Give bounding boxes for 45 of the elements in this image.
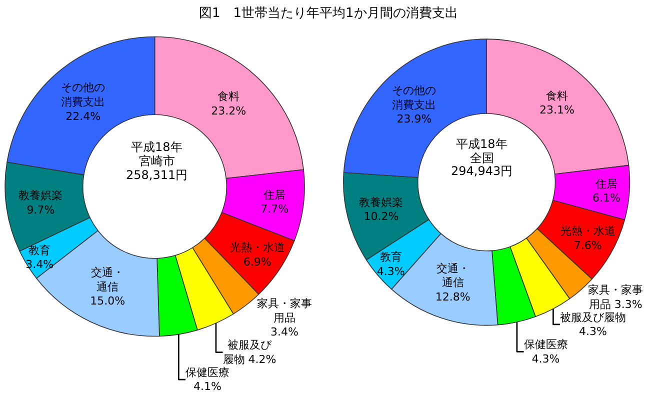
text: 258,311円 [126,168,188,182]
slice-label: 被服及び履物 [560,310,626,324]
data-label: 9.7% [26,203,55,216]
data-label: 12.8% [435,290,470,304]
slice-label: 交通・通信 [436,262,470,290]
data-label: 22.4% [66,110,101,123]
data-label: 3.4% [270,326,298,339]
slice-label: 食料 [546,89,568,102]
slice-label: 家具・家事用品 [256,297,312,324]
text: 294,943円 [451,164,513,178]
slice-label: 保健医療 [185,366,230,379]
data-label: 3.4% [26,258,54,272]
slice-label: 家具・家事用品 3.3% [588,283,644,311]
slice-label: 住居 [595,177,618,190]
slice-label: 光熱・水道 [560,224,616,238]
slice-label: 教育 [380,250,402,264]
data-label: 6.9% [243,255,272,268]
slice-label: 住居 [264,188,286,202]
data-label: 4.1% [193,380,222,394]
data-label: 23.1% [539,104,574,117]
text: 平成18年 [456,137,508,151]
slice-label: 交通・通信 [91,266,124,294]
slice-label: 教養娯楽 [359,196,404,209]
text: 宮崎市 [139,154,175,168]
slice-label: 被服及び履物 4.2% [222,338,276,366]
slice-label: 光熱・水道 [230,241,285,254]
data-label: 10.2% [364,210,399,224]
data-label: 4.3% [532,352,560,366]
text: 全国 [470,151,494,165]
slice-label: 教育 [28,244,51,257]
slice-label: その他の消費支出 [61,81,106,109]
slice-label: 保健医療 [524,338,568,352]
data-label: 7.7% [260,202,289,216]
slice-label: その他の消費支出 [392,84,436,112]
data-label: 23.9% [396,112,432,126]
text: 平成18年 [131,140,182,154]
data-label: 15.0% [90,294,126,308]
data-label: 7.6% [574,238,602,252]
data-label: 6.1% [592,192,620,205]
data-label: 23.2% [211,104,246,118]
slice-label: 教養娯楽 [18,189,63,202]
data-label: 4.3% [376,264,405,278]
data-label: 4.3% [579,325,608,338]
chart-title: 図1 1世帯当たり年平均1か月間の消費支出 [199,6,458,21]
slice-label: 食料 [218,90,240,104]
